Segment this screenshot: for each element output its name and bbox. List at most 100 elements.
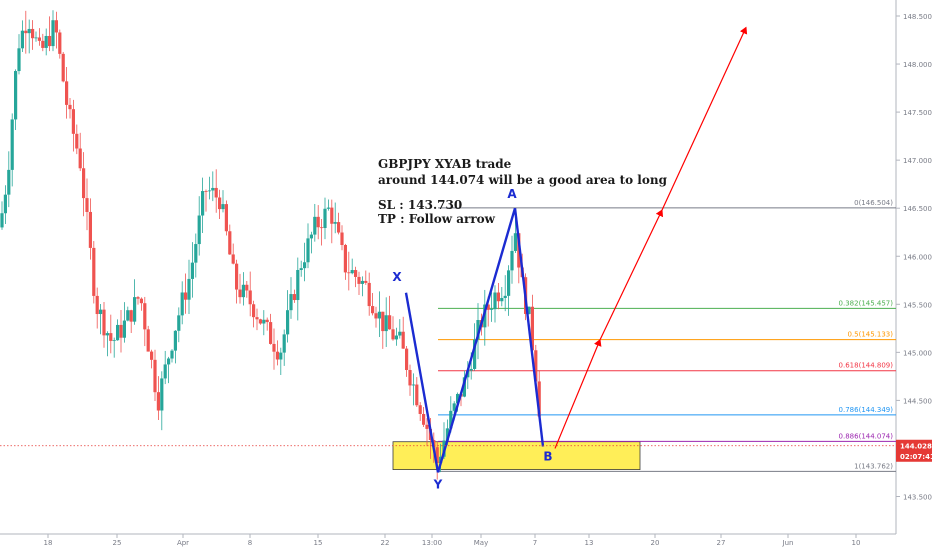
candle-body — [309, 234, 313, 239]
candle-body — [235, 263, 239, 290]
fib-retracement[interactable]: 0(146.504) 0.382(145.457) 0.5(145.133) 0.61… — [438, 199, 896, 472]
pattern-point-label: Y — [433, 477, 443, 491]
time-tick-label: Apr — [177, 539, 189, 547]
price-label-value: 144.028 — [900, 442, 932, 450]
candle-body — [316, 216, 320, 228]
candle-body — [37, 37, 41, 41]
candle-body — [201, 191, 205, 216]
candle-body — [490, 309, 494, 310]
price-tick-label: 143.500 — [903, 494, 932, 502]
fib-level-label: 0.618(144.809) — [839, 362, 894, 370]
candle-body — [14, 71, 18, 120]
fib-level-label: 0(146.504) — [854, 199, 893, 207]
candle-body — [418, 405, 422, 414]
candle-body — [486, 304, 490, 310]
candle-body — [126, 310, 130, 321]
pattern-point-label: X — [392, 270, 402, 284]
annotation-line-4: SL : 143.730 — [378, 198, 462, 212]
time-tick-label: 8 — [248, 539, 252, 547]
candle-body — [534, 350, 538, 382]
candle-body — [211, 187, 215, 191]
candle-body — [496, 292, 500, 302]
candle-body — [119, 324, 123, 338]
candle-body — [286, 310, 290, 335]
candle-body — [473, 339, 477, 369]
candle-body — [95, 295, 99, 315]
candle-body — [129, 310, 133, 322]
candle-body — [347, 272, 351, 274]
candle-body — [445, 428, 449, 441]
price-tick-label: 145.000 — [903, 349, 932, 357]
time-tick-label: 10 — [852, 539, 861, 547]
candle-body — [187, 278, 191, 300]
candle-body — [180, 292, 184, 316]
trade-annotation[interactable]: GBPJPY XYAB trade around 144.074 will be… — [378, 157, 668, 226]
candle-body — [150, 351, 154, 360]
time-tick-label: May — [474, 539, 488, 547]
candle-body — [530, 306, 534, 351]
time-tick-label: 25 — [113, 539, 122, 547]
price-tick-label: 145.500 — [903, 301, 932, 309]
candle-body — [146, 329, 150, 352]
candle-body — [306, 238, 310, 263]
candle-body — [109, 333, 113, 341]
candle-body — [68, 104, 72, 110]
candle-body — [102, 309, 106, 336]
candle-body — [163, 364, 167, 379]
candle-body — [252, 304, 256, 318]
candle-body — [245, 284, 249, 291]
candle-body — [248, 290, 252, 305]
candle-body — [289, 294, 293, 311]
candle-body — [493, 292, 497, 310]
candle-body — [462, 377, 466, 397]
pattern-leg — [436, 207, 517, 473]
candle-body — [255, 317, 259, 320]
candle-body — [48, 35, 52, 47]
candle-body — [58, 32, 62, 54]
candle-body — [262, 319, 266, 324]
candle-body — [303, 262, 307, 269]
candle-body — [527, 306, 531, 314]
candle-body — [153, 359, 157, 393]
candle-body — [99, 309, 103, 315]
time-axis[interactable]: 18 25 Apr 8 15 22 13:00 May 7 13 20 27 Jun 10 — [0, 533, 896, 547]
candle-body — [513, 233, 517, 251]
candlestick-series — [0, 10, 541, 480]
price-tick-label: 148.500 — [903, 13, 932, 21]
candle-body — [51, 20, 55, 47]
price-tick-label: 148.000 — [903, 61, 932, 69]
candle-body — [238, 289, 242, 298]
candle-body — [333, 222, 337, 224]
candle-body — [449, 410, 453, 429]
candle-body — [411, 384, 415, 386]
candle-body — [357, 276, 361, 284]
candle-body — [156, 392, 160, 411]
arrow-segment — [554, 338, 602, 449]
candle-body — [354, 270, 358, 277]
fib-level-label: 0.382(145.457) — [839, 299, 894, 307]
candle-body — [7, 169, 11, 195]
candle-body — [105, 333, 109, 336]
fib-level-label: 0.886(144.074) — [839, 432, 894, 440]
candle-body — [173, 330, 177, 351]
price-tick-label: 146.500 — [903, 205, 932, 213]
candle-body — [282, 334, 286, 353]
candle-body — [207, 190, 211, 192]
candle-body — [415, 384, 419, 406]
xyab-pattern[interactable]: X Y A B — [392, 187, 552, 491]
candle-body — [167, 358, 171, 365]
candle-body — [44, 35, 48, 48]
target-arrow[interactable] — [554, 26, 748, 449]
annotation-line-1: GBPJPY XYAB trade — [378, 157, 512, 171]
fib-level-label: 1(143.762) — [854, 462, 893, 470]
candle-body — [275, 351, 279, 360]
price-tick-label: 144.500 — [903, 397, 932, 405]
pattern-point-label: B — [543, 450, 552, 464]
candle-body — [537, 381, 541, 417]
annotation-line-5: TP : Follow arrow — [378, 212, 496, 226]
candle-body — [41, 40, 45, 48]
candle-body — [340, 232, 344, 245]
candle-body — [88, 211, 92, 248]
